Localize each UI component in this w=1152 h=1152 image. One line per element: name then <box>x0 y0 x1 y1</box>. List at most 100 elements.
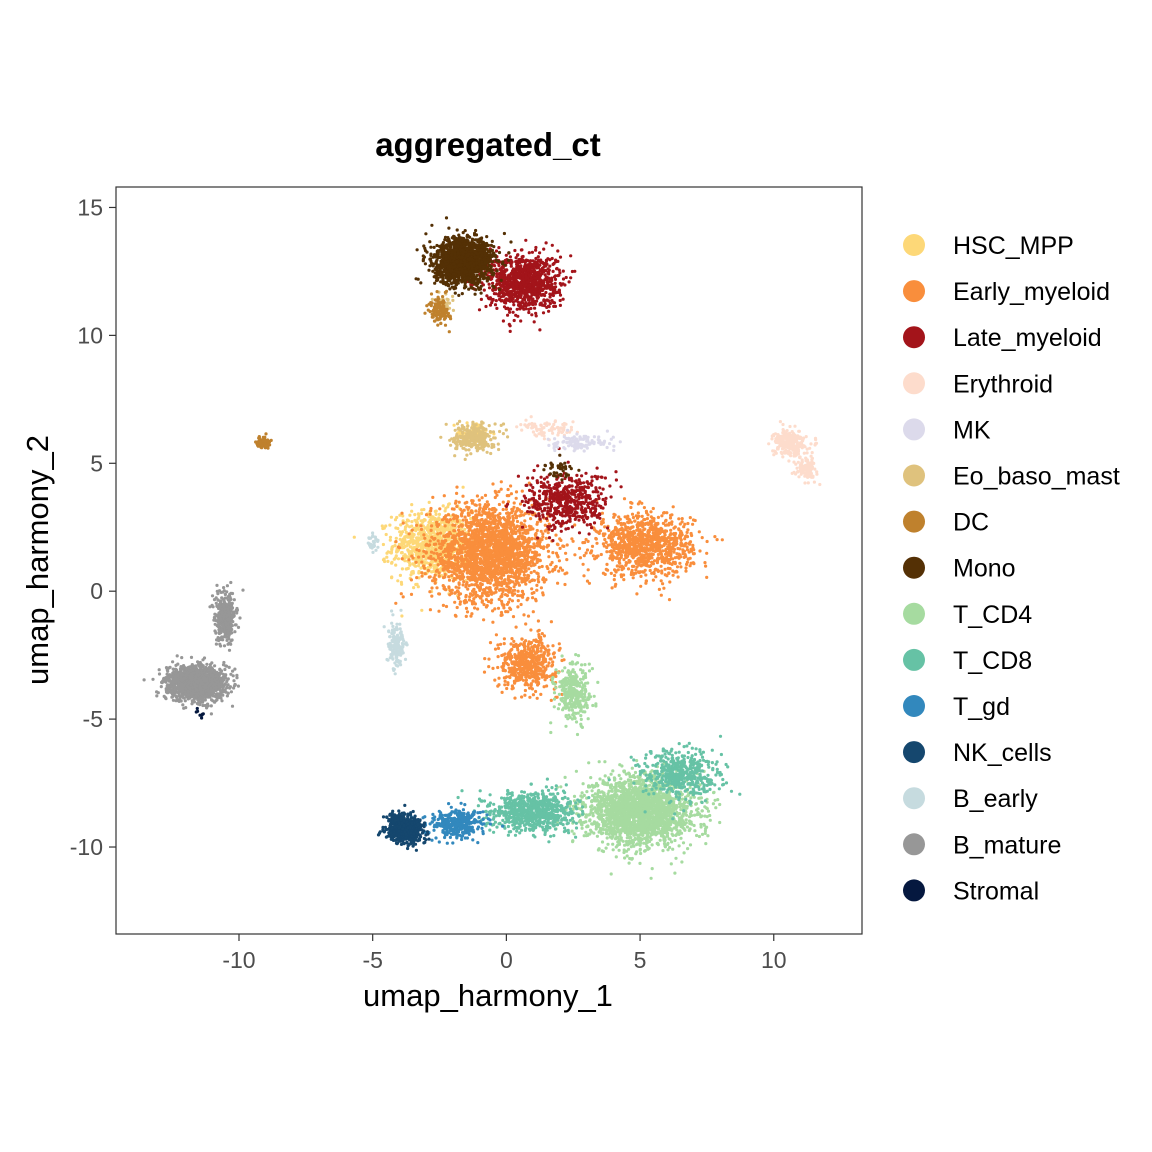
point <box>677 527 681 531</box>
point <box>469 510 473 514</box>
point <box>423 572 427 576</box>
point <box>622 578 626 582</box>
point <box>468 592 473 596</box>
point <box>524 582 528 586</box>
point <box>516 589 520 593</box>
point <box>553 281 557 285</box>
point <box>489 517 493 521</box>
point <box>621 546 625 550</box>
point <box>607 536 611 540</box>
point <box>511 644 516 649</box>
point <box>400 567 404 571</box>
point <box>515 547 520 552</box>
point <box>532 569 536 573</box>
point <box>591 554 596 558</box>
point <box>656 515 661 520</box>
point <box>526 541 530 545</box>
point <box>520 695 524 699</box>
point <box>681 552 685 556</box>
point <box>555 542 560 546</box>
point <box>457 500 461 504</box>
point <box>443 509 447 513</box>
point <box>480 540 484 544</box>
point <box>528 545 532 549</box>
point <box>414 582 418 587</box>
point <box>490 598 494 602</box>
point <box>512 639 516 644</box>
point <box>666 553 670 557</box>
point <box>512 505 516 509</box>
point <box>661 582 665 586</box>
point <box>525 560 529 564</box>
point <box>474 541 479 545</box>
point <box>526 683 530 687</box>
point <box>541 645 545 649</box>
point <box>550 243 554 247</box>
point <box>467 551 471 555</box>
point <box>554 564 558 569</box>
point <box>452 423 456 427</box>
point <box>446 566 450 570</box>
point <box>420 508 424 512</box>
point <box>524 564 528 568</box>
point <box>495 525 499 529</box>
point <box>461 485 465 489</box>
point <box>487 657 491 661</box>
point <box>419 542 423 546</box>
point <box>410 503 414 507</box>
point <box>597 531 601 536</box>
point <box>412 533 416 537</box>
point <box>407 561 412 565</box>
point <box>535 669 539 673</box>
point <box>616 520 621 524</box>
point <box>404 530 408 535</box>
point <box>482 670 487 674</box>
point <box>514 642 518 646</box>
point <box>416 517 420 521</box>
point <box>533 562 537 567</box>
point <box>419 531 423 536</box>
point <box>613 540 618 544</box>
point <box>420 574 424 578</box>
point <box>679 565 683 569</box>
point <box>510 568 514 572</box>
point <box>642 506 647 510</box>
point <box>523 693 527 697</box>
point <box>502 556 506 560</box>
point <box>652 533 656 537</box>
point <box>554 533 558 537</box>
point <box>400 511 404 515</box>
point <box>668 580 672 584</box>
point <box>630 568 634 573</box>
point <box>529 517 533 521</box>
point <box>491 482 495 486</box>
point <box>474 595 478 599</box>
point <box>652 570 656 575</box>
point <box>420 519 424 523</box>
point <box>390 561 394 565</box>
point <box>691 561 695 565</box>
point <box>658 540 662 544</box>
point <box>539 653 543 657</box>
point <box>430 546 434 550</box>
point <box>515 579 519 584</box>
point <box>446 544 450 548</box>
point <box>611 543 616 547</box>
point <box>468 578 472 582</box>
point <box>644 509 649 513</box>
point <box>541 535 545 539</box>
point <box>537 636 542 640</box>
point <box>509 534 513 538</box>
point <box>430 594 434 598</box>
point <box>634 568 638 572</box>
point <box>507 570 512 574</box>
point <box>393 518 398 522</box>
point <box>482 288 486 292</box>
point <box>537 565 541 570</box>
point <box>507 651 511 655</box>
point <box>522 613 526 617</box>
point <box>457 592 461 597</box>
point <box>522 539 526 543</box>
point <box>502 581 506 586</box>
point <box>498 516 503 521</box>
